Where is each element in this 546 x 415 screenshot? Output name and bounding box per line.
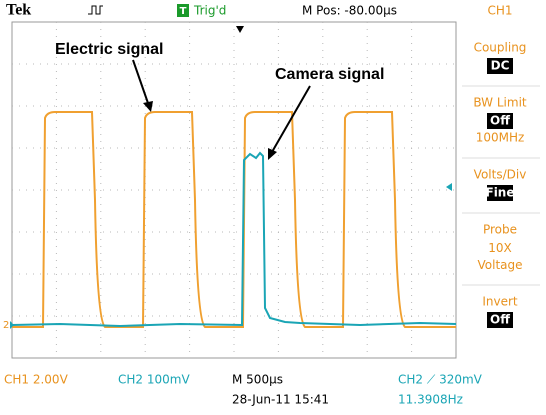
ch2-scale: CH2 100mV [118, 373, 190, 387]
panel-label: Coupling [474, 41, 527, 55]
trigger-setting: CH2 ⟋ 320mV [398, 373, 483, 387]
panel-setting: DC [491, 59, 510, 73]
ch1-scale: CH1 2.00V [4, 373, 69, 387]
oscilloscope-screen: Tek T Trig'd M Pos: -80.00µs CH1 2 Elect… [0, 0, 546, 415]
annotation: Electric signal [55, 41, 164, 58]
panel-label: Invert [482, 295, 518, 309]
panel-label: BW Limit [473, 96, 527, 110]
panel-setting: Fine [486, 186, 515, 200]
channel: CH1 [487, 4, 512, 18]
background [0, 0, 546, 415]
panel-detail: 100MHz [476, 131, 525, 145]
frequency: 11.3908Hz [398, 393, 463, 407]
trigger-status: Trig'd [193, 4, 226, 18]
panel-setting: Off [490, 313, 510, 327]
panel-label: Volts/Div [474, 168, 527, 182]
panel-label: Probe [483, 223, 517, 237]
trigger-icon: T [180, 6, 187, 17]
brand: Tek [6, 2, 31, 19]
annotation: Camera signal [275, 66, 384, 83]
ch2-ground-marker: 2 [3, 320, 9, 331]
position: M Pos: -80.00µs [302, 4, 397, 18]
panel-setting: Off [490, 114, 510, 128]
timebase: M 500µs [232, 373, 283, 387]
date: 28-Jun-11 15:41 [232, 393, 329, 407]
